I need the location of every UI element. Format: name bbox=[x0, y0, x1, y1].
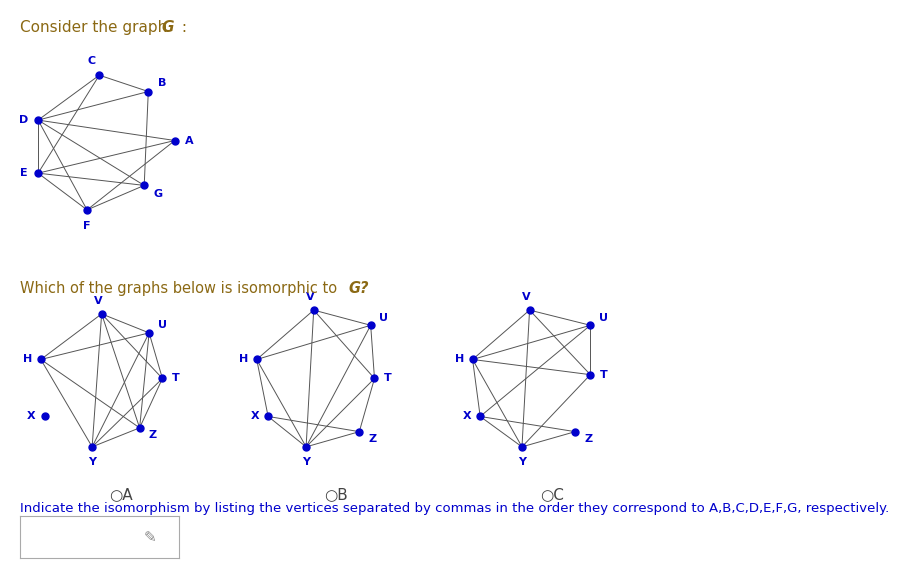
Text: T: T bbox=[600, 370, 608, 380]
Text: G: G bbox=[161, 20, 174, 35]
Text: T: T bbox=[171, 374, 180, 383]
Text: X: X bbox=[463, 412, 472, 421]
Text: G?: G? bbox=[348, 281, 369, 295]
Text: Z: Z bbox=[584, 434, 592, 445]
Text: Y: Y bbox=[302, 457, 310, 467]
Text: Which of the graphs below is isomorphic to: Which of the graphs below is isomorphic … bbox=[20, 281, 342, 295]
Text: Z: Z bbox=[149, 430, 157, 441]
Text: T: T bbox=[384, 374, 392, 383]
Text: :: : bbox=[177, 20, 187, 35]
Text: D: D bbox=[19, 115, 28, 125]
Text: A: A bbox=[185, 136, 193, 146]
Text: ✎: ✎ bbox=[143, 530, 157, 545]
Text: F: F bbox=[83, 221, 91, 231]
Text: U: U bbox=[158, 320, 167, 331]
Text: X: X bbox=[27, 412, 35, 421]
Text: B: B bbox=[159, 78, 167, 88]
Text: V: V bbox=[93, 295, 102, 306]
Text: Consider the graph: Consider the graph bbox=[20, 20, 172, 35]
Text: V: V bbox=[522, 292, 530, 302]
Text: Y: Y bbox=[518, 457, 526, 467]
Text: U: U bbox=[379, 312, 388, 323]
Text: V: V bbox=[306, 292, 314, 302]
Text: Y: Y bbox=[88, 457, 96, 467]
Text: E: E bbox=[20, 168, 27, 178]
Text: ○B: ○B bbox=[325, 488, 348, 502]
Text: U: U bbox=[600, 312, 609, 323]
Text: H: H bbox=[454, 354, 463, 365]
Text: C: C bbox=[87, 56, 95, 66]
Text: ○C: ○C bbox=[541, 488, 564, 502]
Text: ○A: ○A bbox=[109, 488, 132, 502]
Text: G: G bbox=[154, 189, 163, 198]
Text: H: H bbox=[23, 354, 32, 365]
Text: Indicate the isomorphism by listing the vertices separated by commas in the orde: Indicate the isomorphism by listing the … bbox=[20, 502, 889, 515]
Text: H: H bbox=[239, 354, 248, 365]
Text: X: X bbox=[250, 412, 259, 421]
Text: Z: Z bbox=[368, 434, 376, 445]
